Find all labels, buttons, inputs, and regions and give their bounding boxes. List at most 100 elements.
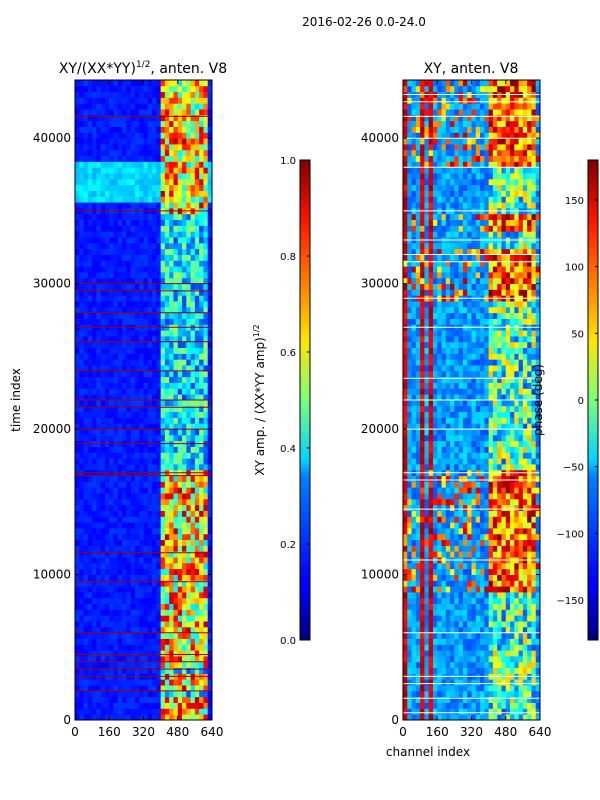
heatmap-cell: [164, 690, 170, 698]
heatmap-cell: [147, 452, 153, 459]
heatmap-cell: [75, 178, 80, 186]
heatmap-cell: [169, 347, 174, 354]
heatmap-cell: [147, 365, 153, 372]
heatmap-cell: [186, 283, 191, 290]
heatmap-cell: [130, 411, 136, 418]
heatmap-cell: [130, 551, 136, 558]
heatmap-cell: [122, 475, 127, 482]
heatmap-cell: [518, 481, 524, 488]
heatmap-cell: [130, 475, 136, 482]
heatmap-cell: [437, 638, 442, 645]
heatmap-cell: [173, 551, 179, 558]
heatmap-cell: [152, 114, 157, 122]
heatmap-cell: [186, 498, 191, 506]
heatmap-cell: [173, 452, 179, 459]
heatmap-cell: [186, 434, 191, 442]
heatmap-cell: [514, 481, 519, 488]
heatmap-cell: [454, 597, 460, 605]
heatmap-cell: [424, 702, 430, 709]
heatmap-cell: [458, 498, 464, 506]
heatmap-cell: [109, 132, 114, 139]
heatmap-cell: [207, 423, 212, 430]
heatmap-cell: [501, 568, 507, 575]
heatmap-cell: [164, 603, 170, 610]
heatmap-cell: [87, 114, 93, 122]
heatmap-cell: [424, 644, 430, 651]
heatmap-cell: [147, 498, 153, 506]
heatmap-cell: [130, 510, 136, 517]
heatmap-cell: [143, 237, 149, 244]
heatmap-cell: [109, 685, 114, 692]
heatmap-cell: [122, 592, 127, 599]
heatmap-cell: [75, 609, 80, 616]
heatmap-cell: [480, 464, 485, 471]
heatmap-cell: [134, 178, 140, 186]
heatmap-cell: [199, 196, 204, 203]
heatmap-cell: [450, 586, 455, 593]
heatmap-cell: [531, 632, 537, 639]
heatmap-cell: [117, 173, 123, 180]
heatmap-cell: [104, 370, 110, 378]
heatmap-cell: [514, 533, 519, 541]
heatmap-cell: [87, 260, 93, 267]
heatmap-cell: [177, 353, 183, 360]
heatmap-cell: [437, 568, 442, 575]
heatmap-cell: [488, 702, 494, 709]
heatmap-cell: [147, 289, 153, 296]
heatmap-cell: [407, 696, 412, 703]
heatmap-cell: [164, 661, 170, 669]
heatmap-cell: [134, 574, 140, 581]
heatmap-cell: [117, 539, 123, 546]
heatmap-cell: [96, 231, 102, 238]
heatmap-cell: [186, 167, 191, 174]
heatmap-cell: [194, 196, 200, 203]
heatmap-cell: [79, 144, 84, 151]
heatmap-cell: [505, 568, 511, 575]
heatmap-cell: [471, 603, 477, 610]
heatmap-cell: [445, 621, 451, 628]
heatmap-cell: [126, 295, 132, 302]
left-ylabel: time index: [9, 368, 23, 432]
heatmap-cell: [480, 690, 485, 698]
heatmap-cell: [173, 272, 179, 279]
heatmap-cell: [190, 592, 196, 599]
heatmap-cell: [203, 85, 209, 93]
heatmap-cell: [169, 708, 174, 715]
heatmap-cell: [424, 632, 430, 639]
heatmap-cell: [160, 219, 166, 226]
heatmap-cell: [79, 196, 84, 203]
heatmap-cell: [134, 615, 140, 622]
heatmap-cell: [514, 568, 519, 575]
heatmap-cell: [207, 702, 212, 709]
heatmap-cell: [203, 481, 209, 488]
heatmap-cell: [122, 702, 127, 709]
heatmap-cell: [411, 615, 417, 622]
heatmap-cell: [194, 260, 200, 267]
heatmap-cell: [143, 661, 149, 669]
heatmap-cell: [75, 475, 80, 482]
heatmap-cell: [100, 626, 106, 634]
heatmap-cell: [480, 696, 485, 703]
heatmap-cell: [177, 283, 183, 290]
heatmap-cell: [92, 190, 97, 197]
heatmap-cell: [104, 516, 110, 523]
heatmap-cell: [152, 336, 157, 343]
heatmap-cell: [143, 574, 149, 581]
heatmap-cell: [126, 667, 132, 674]
heatmap-cell: [203, 144, 209, 151]
heatmap-cell: [126, 597, 132, 605]
heatmap-cell: [186, 190, 191, 197]
heatmap-cell: [199, 213, 204, 221]
heatmap-cell: [471, 504, 477, 511]
heatmap-cell: [462, 603, 468, 610]
heatmap-cell: [169, 91, 174, 98]
heatmap-cell: [152, 225, 157, 232]
heatmap-cell: [130, 586, 136, 593]
heatmap-cell: [424, 626, 430, 634]
heatmap-cell: [96, 510, 102, 517]
heatmap-cell: [484, 510, 490, 517]
heatmap-cell: [109, 516, 114, 523]
heatmap-cell: [480, 615, 485, 622]
heatmap-cell: [535, 551, 540, 558]
heatmap-cell: [177, 126, 183, 133]
